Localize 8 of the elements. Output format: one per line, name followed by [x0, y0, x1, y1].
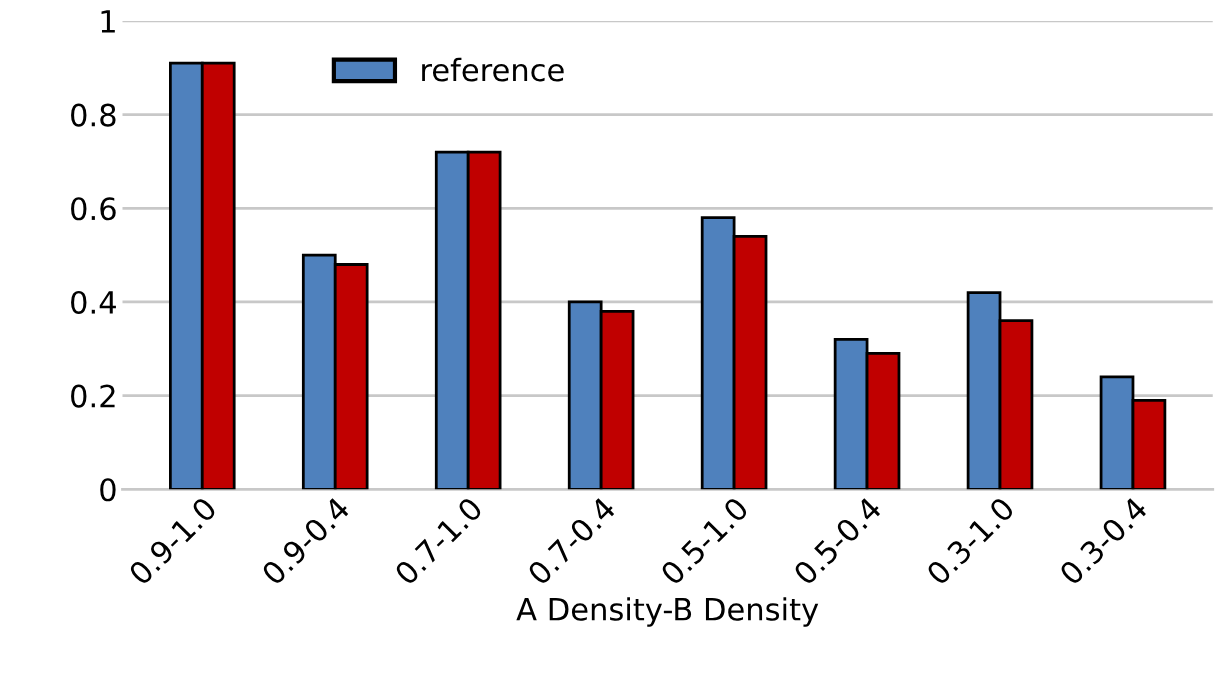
x-axis-title: A Density-B Density — [516, 597, 819, 627]
y-tick-label: 0.2 — [71, 384, 115, 408]
y-tick-label: 0.8 — [71, 103, 116, 127]
y-tick-label: 0.4 — [71, 290, 116, 315]
y-tick-label: 1 — [101, 10, 115, 33]
y-tick-label: 0.6 — [71, 197, 116, 221]
legend-label: reference — [422, 57, 564, 82]
y-tick-label: 0 — [100, 478, 116, 502]
